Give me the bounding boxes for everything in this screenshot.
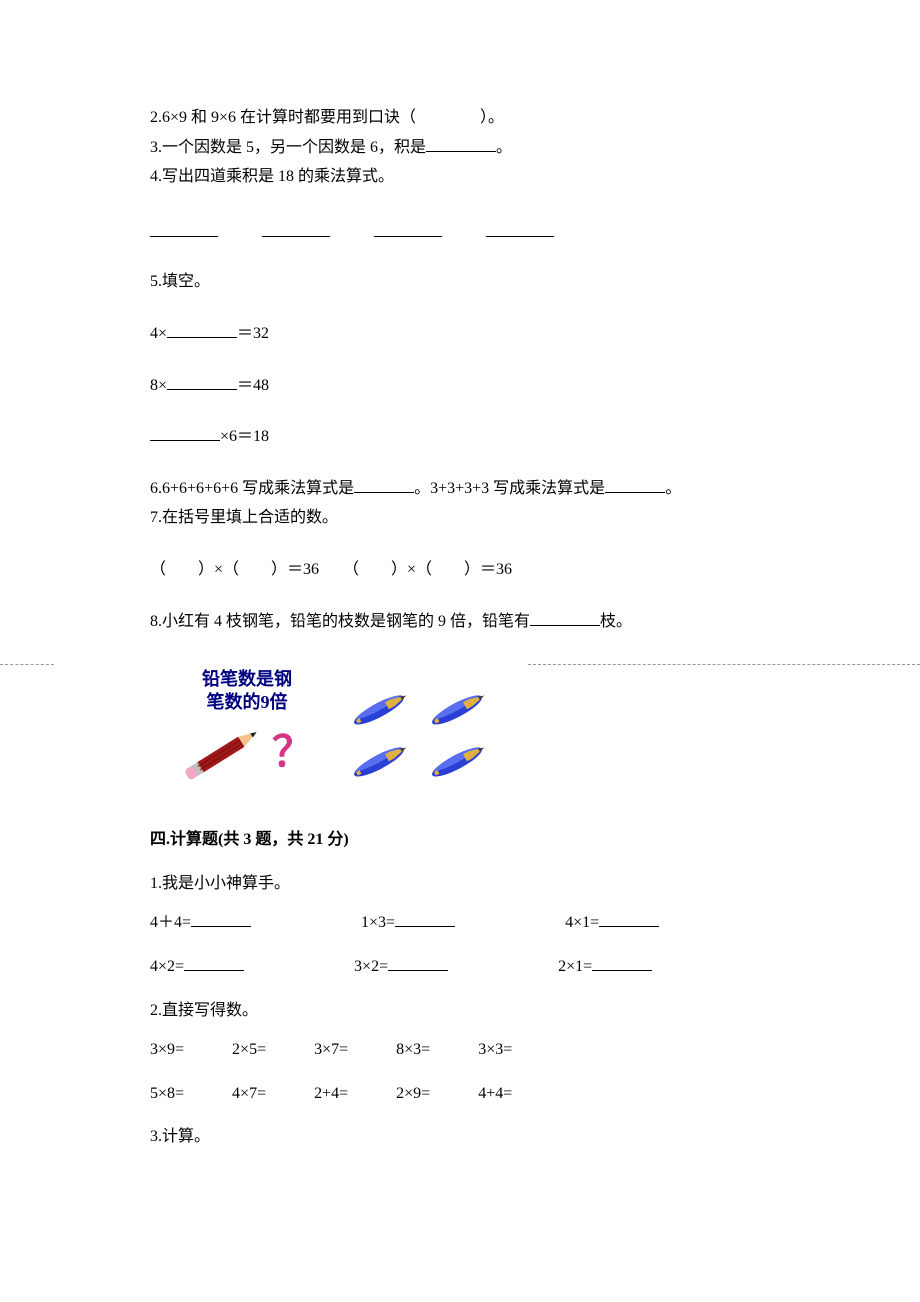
q5b-blank[interactable] (167, 373, 237, 390)
q8-b: 枝。 (600, 613, 632, 630)
q5-row-b: 8× ＝48 (150, 373, 770, 399)
q5c-blank[interactable] (150, 424, 220, 441)
calc-blank[interactable] (191, 910, 251, 927)
q5-row-c: ×6＝18 (150, 424, 770, 450)
q5b-pre: 8× (150, 377, 167, 394)
calc-expr: 4×1= (565, 914, 599, 931)
calc-cell: 4×1= (565, 910, 659, 936)
s4-p2-row1: 3×9= 2×5= 3×7= 8×3= 3×3= (150, 1037, 770, 1063)
q5a-blank[interactable] (167, 321, 237, 338)
q4-blank-1[interactable] (150, 220, 218, 237)
q5a-pre: 4× (150, 325, 167, 342)
calc-expr: 3×9= (150, 1037, 184, 1063)
q3-post: 。 (496, 139, 512, 156)
page-rule-left (0, 664, 54, 666)
calc-expr: 2×9= (396, 1081, 430, 1107)
calc-blank[interactable] (388, 954, 448, 971)
q6-blank-2[interactable] (605, 476, 665, 493)
question-8: 8.小红有 4 枝钢笔，铅笔的枝数是钢笔的 9 倍，铅笔有 枝。 (150, 609, 770, 635)
q6-blank-1[interactable] (354, 476, 414, 493)
q3-blank[interactable] (426, 135, 496, 152)
calc-expr: 4+4= (478, 1081, 512, 1107)
q7-row: （ ）×（ ）＝36 （ ）×（ ）＝36 (150, 557, 770, 583)
calc-blank[interactable] (592, 954, 652, 971)
calc-expr: 3×7= (314, 1037, 348, 1063)
s4-p1-title: 1.我是小小神算手。 (150, 871, 770, 897)
calc-cell: 3×2= (354, 954, 448, 980)
calc-expr: 8×3= (396, 1037, 430, 1063)
pencil-and-qmark: ？ (180, 717, 314, 787)
question-2: 2.6×9 和 9×6 在计算时都要用到口诀（ ）。 (150, 105, 770, 131)
calc-cell: 4×2= (150, 954, 244, 980)
q4-blank-3[interactable] (374, 220, 442, 237)
calc-expr: 2×5= (232, 1037, 266, 1063)
q6-c: 。 (665, 480, 681, 497)
q2-text: 2.6×9 和 9×6 在计算时都要用到口诀（ ）。 (150, 109, 504, 126)
calc-expr: 4×2= (150, 958, 184, 975)
page-rule-right (528, 664, 920, 666)
q5-row-a: 4× ＝32 (150, 321, 770, 347)
s4-p1-row2: 4×2= 3×2= 2×1= (150, 954, 770, 980)
q7-title: 7.在括号里填上合适的数。 (150, 509, 338, 526)
s4-p1-row1: 4＋4= 1×3= 4×1= (150, 910, 770, 936)
q5a-post: ＝32 (237, 325, 269, 342)
illus-text-line1: 铅笔数是钢 (202, 668, 292, 691)
calc-blank[interactable] (184, 954, 244, 971)
q7-row-text: （ ）×（ ）＝36 （ ）×（ ）＝36 (150, 561, 512, 578)
s4-p2-row2: 5×8= 4×7= 2+4= 2×9= 4+4= (150, 1081, 770, 1107)
calc-blank[interactable] (599, 910, 659, 927)
s4-p3-title: 3.计算。 (150, 1124, 770, 1150)
calc-cell: 2×1= (558, 954, 652, 980)
section-4-title: 四.计算题(共 3 题，共 21 分) (150, 827, 770, 853)
fountain-pens (344, 686, 492, 786)
q3-pre: 3.一个因数是 5，另一个因数是 6，积是 (150, 139, 426, 156)
q4-blank-2[interactable] (262, 220, 330, 237)
illus-text-line2: 笔数的9倍 (202, 691, 292, 714)
question-mark-icon: ？ (272, 731, 314, 773)
pen-icon (344, 686, 414, 734)
pen-icon (422, 738, 492, 786)
calc-expr: 4＋4= (150, 914, 191, 931)
pencil-icon (180, 717, 266, 787)
illustration-left: 铅笔数是钢 笔数的9倍 ？ (180, 668, 314, 787)
calc-expr: 5×8= (150, 1081, 184, 1107)
calc-expr: 1×3= (361, 914, 395, 931)
question-4: 4.写出四道乘积是 18 的乘法算式。 (150, 164, 770, 190)
calc-expr: 2×1= (558, 958, 592, 975)
q6-a: 6.6+6+6+6+6 写成乘法算式是 (150, 480, 354, 497)
q5-title: 5.填空。 (150, 273, 210, 290)
calc-cell: 1×3= (361, 910, 455, 936)
pen-icon (422, 686, 492, 734)
q6-b: 。3+3+3+3 写成乘法算式是 (414, 480, 605, 497)
calc-expr: 3×2= (354, 958, 388, 975)
question-3: 3.一个因数是 5，另一个因数是 6，积是 。 (150, 135, 770, 161)
question-6: 6.6+6+6+6+6 写成乘法算式是 。3+3+3+3 写成乘法算式是 。 (150, 476, 770, 502)
question-7-title: 7.在括号里填上合适的数。 (150, 505, 770, 531)
q8-a: 8.小红有 4 枝钢笔，铅笔的枝数是钢笔的 9 倍，铅笔有 (150, 613, 530, 630)
illustration: 铅笔数是钢 笔数的9倍 ？ (150, 668, 770, 787)
q5c-post: ×6＝18 (220, 428, 269, 445)
calc-blank[interactable] (395, 910, 455, 927)
q4-text: 4.写出四道乘积是 18 的乘法算式。 (150, 168, 394, 185)
calc-cell: 4＋4= (150, 910, 251, 936)
s4-p2-title: 2.直接写得数。 (150, 998, 770, 1024)
question-5-title: 5.填空。 (150, 269, 770, 295)
worksheet-page: 2.6×9 和 9×6 在计算时都要用到口诀（ ）。 3.一个因数是 5，另一个… (0, 0, 920, 1302)
q4-blank-4[interactable] (486, 220, 554, 237)
illustration-text: 铅笔数是钢 笔数的9倍 (202, 668, 292, 713)
pen-icon (344, 738, 414, 786)
q4-blanks-row (150, 220, 770, 246)
q8-blank[interactable] (530, 609, 600, 626)
q5b-post: ＝48 (237, 377, 269, 394)
calc-expr: 2+4= (314, 1081, 348, 1107)
calc-expr: 3×3= (478, 1037, 512, 1063)
calc-expr: 4×7= (232, 1081, 266, 1107)
